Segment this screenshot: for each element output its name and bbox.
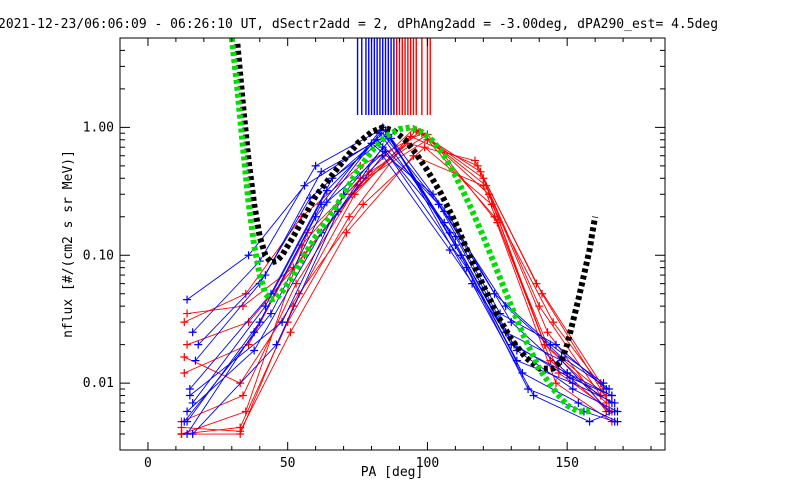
blue-flux-point (607, 391, 616, 400)
red-flux-curve (181, 135, 602, 435)
red-flux-curve (186, 139, 613, 423)
blue-flux-curve (192, 129, 615, 404)
red-flux-point (342, 228, 351, 237)
red-flux-point (543, 328, 552, 337)
blue-flux-point (244, 251, 253, 260)
red-flux-point (236, 427, 245, 436)
blue-flux-point (311, 161, 320, 170)
blue-flux-point (524, 384, 533, 393)
blue-flux-point (610, 407, 619, 416)
blue-flux-point (507, 318, 516, 327)
blue-flux-point (605, 384, 614, 393)
x-tick-label: 150 (555, 456, 578, 471)
red-flux-point (479, 181, 488, 190)
blue-flux-point (266, 309, 275, 318)
plot-clip-group (177, 38, 622, 439)
red-flux-point (286, 328, 295, 337)
red-flux-point (241, 289, 250, 298)
red-flux-point (538, 289, 547, 298)
blue-flux-point (188, 430, 197, 439)
blue-flux-point (272, 340, 281, 349)
chart-title: 2021-12-23/06:06:09 - 06:26:10 UT, dSect… (0, 17, 718, 32)
blue-flux-point (610, 417, 619, 426)
blue-flux-point (322, 198, 331, 207)
blue-flux-point (191, 356, 200, 365)
y-tick-label: 1.00 (83, 120, 114, 135)
blue-flux-curve (189, 135, 618, 423)
blue-flux-point (565, 373, 574, 382)
red-flux-curve (181, 155, 607, 432)
blue-flux-point (278, 318, 287, 327)
blue-flux-point (188, 398, 197, 407)
blue-flux-point (585, 417, 594, 426)
red-flux-point (241, 407, 250, 416)
blue-flux-point (378, 143, 387, 152)
x-axis-label: PA [deg] (361, 465, 424, 480)
red-flux-point (180, 369, 189, 378)
red-flux-point (183, 309, 192, 318)
blue-flux-point (183, 407, 192, 416)
red-flux-point (470, 156, 479, 165)
axes: 0 50 100 150 0.01 0.10 1.00 (83, 37, 665, 471)
blue-flux-curve (186, 142, 604, 384)
blue-flux-point (378, 151, 387, 160)
red-flux-point (552, 379, 560, 388)
red-flux-curve (184, 133, 613, 412)
blue-flux-point (183, 295, 192, 304)
red-flux-point (359, 200, 368, 209)
red-flux-point (180, 318, 189, 327)
red-flux-curve (184, 146, 604, 390)
blue-flux-point (381, 147, 390, 156)
y-axis-label: nflux [#/(cm2 s sr MeV)] (61, 150, 76, 338)
red-flux-curve (181, 131, 607, 423)
red-flux-curve (187, 142, 602, 384)
blue-flux-point (180, 417, 189, 426)
black-model-curve (234, 43, 599, 372)
blue-flux-point (311, 212, 320, 221)
blue-flux-curve (189, 137, 615, 423)
blue-flux-point (188, 328, 197, 337)
y-tick-label: 0.10 (83, 248, 114, 263)
blue-flux-point (574, 398, 583, 407)
green-model-curve (228, 38, 594, 415)
plot-frame (119, 37, 666, 451)
red-flux-point (549, 318, 558, 327)
blue-flux-curve (186, 155, 613, 412)
red-flux-point (180, 353, 189, 362)
red-flux-point (183, 340, 192, 349)
blue-flux-curve (186, 132, 610, 435)
y-tick-label: 0.01 (83, 376, 114, 391)
blue-flux-point (607, 398, 616, 407)
plot-area (177, 38, 622, 439)
blue-flux-point (250, 346, 259, 355)
blue-flux-curve (192, 129, 610, 390)
blue-flux-point (387, 134, 396, 143)
x-tick-label: 50 (280, 456, 296, 471)
blue-flux-point (185, 391, 194, 400)
x-tick-label: 0 (144, 456, 152, 471)
blue-flux-point (451, 232, 460, 241)
blue-flux-curve (183, 150, 618, 422)
blue-flux-point (194, 340, 203, 349)
blue-flux-point (462, 263, 471, 272)
blue-flux-point (317, 167, 326, 176)
red-flux-point (238, 391, 247, 400)
red-flux-point (292, 279, 301, 288)
red-flux-point (532, 279, 541, 288)
blue-flux-point (529, 391, 538, 400)
red-flux-point (493, 218, 502, 227)
red-flux-point (345, 212, 354, 221)
blue-flux-point (445, 245, 454, 254)
red-flux-point (177, 423, 186, 432)
x-tick-label: 100 (416, 456, 439, 471)
blue-flux-point (568, 384, 577, 393)
